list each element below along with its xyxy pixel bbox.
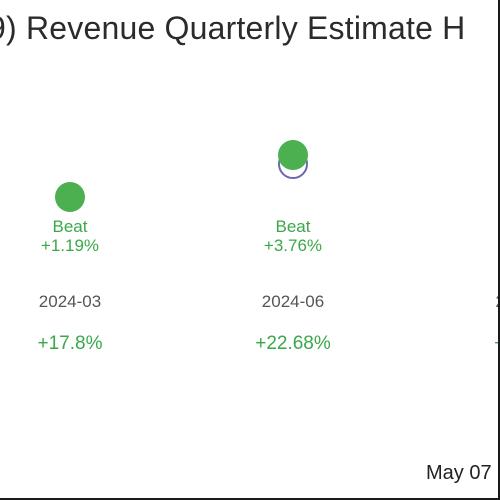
yoy-growth-label: +22.68%	[255, 333, 331, 354]
actual-marker	[278, 140, 308, 170]
actual-marker	[55, 182, 85, 212]
quarter-date-label: 2024-03	[39, 292, 101, 311]
date-note: May 07	[426, 462, 492, 484]
result-label: Beat	[53, 217, 88, 236]
yoy-growth-label: +17.8%	[38, 333, 103, 354]
chart-title: 9) Revenue Quarterly Estimate H	[0, 10, 466, 46]
result-label: Beat	[276, 217, 311, 236]
quarter-date-label: 20	[496, 292, 500, 311]
surprise-label: +3.76%	[264, 236, 322, 255]
yoy-growth-label: +1	[494, 333, 500, 354]
quarter-date-label: 2024-06	[262, 292, 324, 311]
surprise-label: +1.19%	[41, 236, 99, 255]
